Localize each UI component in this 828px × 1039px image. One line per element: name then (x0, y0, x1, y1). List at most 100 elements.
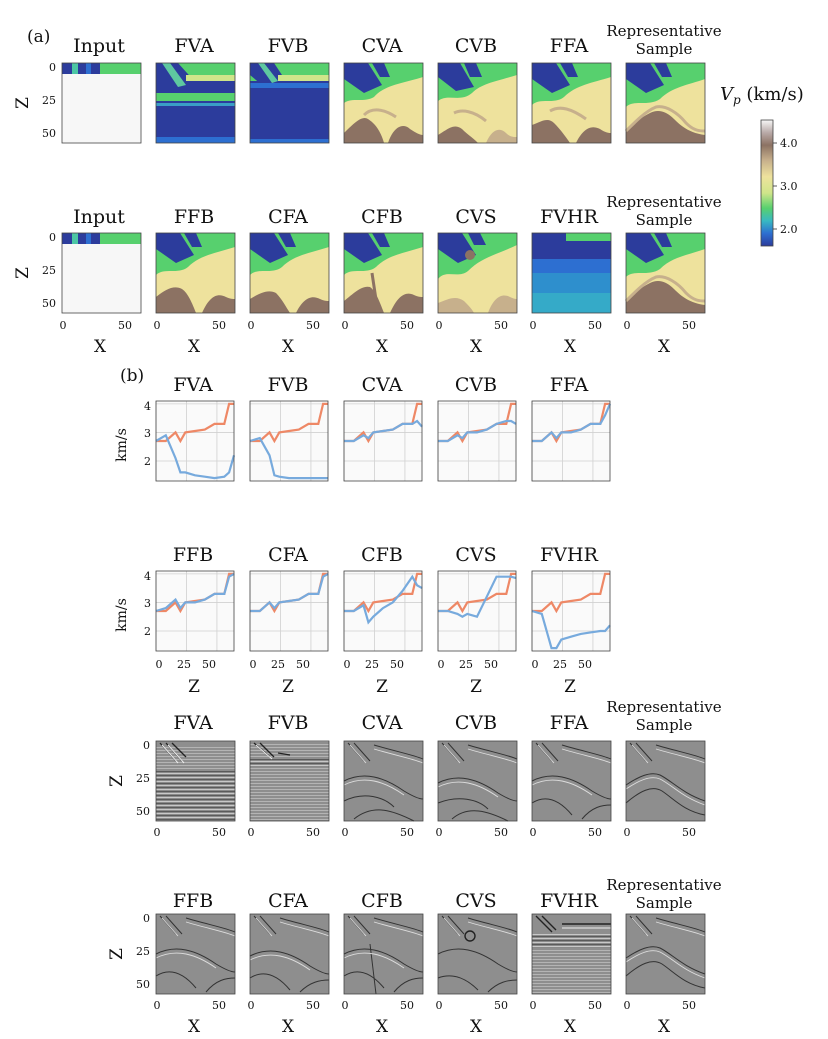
profile-plot-fvb (249, 400, 329, 482)
profile-plot-ffb (155, 570, 235, 652)
plot-background (532, 571, 610, 651)
velocity-map-cfa (249, 232, 330, 314)
series-line-cfa (250, 572, 329, 613)
x-tick: 0 (154, 319, 161, 332)
panel-title: FFB (173, 890, 213, 912)
x-tick: 0 (530, 826, 537, 839)
x-tick: 50 (484, 658, 498, 671)
title-line-2: Sample (636, 894, 693, 912)
x-axis-label: X (658, 337, 671, 357)
plot-frame (437, 570, 517, 652)
velocity-row-1-titles: Input FVA FVB CVA CVB FFA Representative… (73, 22, 722, 58)
panel-title: CVS (455, 544, 496, 566)
velocity-map-ffa (531, 62, 612, 144)
seismic-row-2 (155, 913, 706, 995)
plot-frame (249, 570, 329, 652)
x-tick: 50 (296, 658, 310, 671)
title-line-1: Representative (606, 698, 721, 716)
x-tick: 0 (344, 658, 351, 671)
plot-frame (437, 400, 517, 482)
velocity-row-2-axes: 0 25 50 Z 0 50 0 50 0 50 0 50 0 50 0 50 … (13, 231, 696, 357)
x-axis-label: X (564, 337, 577, 357)
velocity-map-input (61, 62, 142, 144)
x-axis-label: X (470, 1017, 483, 1037)
profile-plot-cvb (437, 400, 517, 482)
x-tick: 0 (342, 826, 349, 839)
x-axis-label: X (282, 337, 295, 357)
velocity-map-cvs (437, 232, 518, 314)
x-tick: 0 (438, 658, 445, 671)
velocity-map-ffb (155, 232, 236, 314)
x-tick: 50 (682, 826, 696, 839)
x-tick: 0 (154, 826, 161, 839)
panel-title: FVHR (540, 206, 598, 228)
seismic-image-ffb (155, 913, 236, 995)
x-axis-label: X (188, 337, 201, 357)
panel-title: CVB (455, 35, 497, 57)
plot-background (250, 571, 328, 651)
x-tick: 50 (306, 319, 320, 332)
x-tick: 0 (250, 658, 257, 671)
x-tick: 0 (342, 319, 349, 332)
panel-title: CFA (268, 544, 308, 566)
seismic-image-cvb (437, 740, 518, 822)
colorbar-title-subscript: p (733, 93, 741, 107)
x-tick: 50 (202, 658, 216, 671)
plot-frame (531, 570, 611, 652)
seismic-image-fvb (249, 740, 330, 822)
z-tick: 25 (42, 264, 56, 277)
velocity-map-fva (155, 62, 236, 144)
profile-x-ticks: 0 25 50 0 25 50 0 25 50 0 25 50 0 25 50 (156, 658, 593, 671)
y-tick: 4 (144, 400, 151, 413)
velocity-row-1 (61, 62, 706, 144)
plot-background (156, 571, 234, 651)
plot-frame (343, 400, 423, 482)
x-tick: 25 (271, 658, 285, 671)
colorbar-tick: 2.0 (780, 223, 798, 236)
series-line-fvb (249, 436, 328, 480)
panel-title: CVB (455, 712, 497, 734)
x-tick: 0 (530, 999, 537, 1012)
x-axis-label: X (658, 1017, 671, 1037)
x-axis-label: X (376, 337, 389, 357)
velocity-map-representative (624, 62, 706, 144)
velocity-map-fvb (249, 62, 330, 144)
title-line-2: Sample (636, 716, 693, 734)
profile-plot-ffa (531, 400, 612, 482)
profile-plot-fvhr (531, 570, 611, 652)
colorbar-tick: 4.0 (780, 137, 798, 150)
y-tick: 3 (144, 597, 151, 610)
seismic-image-ffa (531, 740, 612, 822)
panel-title: Input (73, 206, 125, 228)
z-tick: 0 (143, 912, 150, 925)
x-tick: 0 (436, 826, 443, 839)
x-tick: 50 (390, 658, 404, 671)
reference-line (438, 402, 516, 444)
panel-title: FVA (174, 35, 214, 57)
panel-title: FFA (550, 374, 589, 396)
reference-line (156, 402, 234, 444)
x-tick: 0 (624, 999, 631, 1012)
x-tick: 50 (588, 999, 602, 1012)
x-tick: 0 (60, 319, 67, 332)
y-tick: 2 (144, 625, 151, 638)
x-axis-label: Z (564, 677, 576, 697)
panel-title: CVA (362, 374, 403, 396)
x-tick: 50 (212, 319, 226, 332)
seismic-image-representative (625, 913, 706, 995)
panel-label-b: (b) (120, 366, 144, 386)
z-tick: 25 (42, 94, 56, 107)
plot-frame (531, 400, 611, 482)
panel-title: FFB (173, 544, 213, 566)
x-tick: 50 (588, 826, 602, 839)
x-tick: 0 (156, 658, 163, 671)
x-axis-label: X (564, 1017, 577, 1037)
x-tick: 0 (530, 319, 537, 332)
x-tick: 0 (342, 999, 349, 1012)
panel-title-representative: Representative Sample (606, 698, 721, 734)
y-tick: 4 (144, 570, 151, 583)
seismic-row-1-titles: FVA FVB CVA CVB FFA Representative Sample (173, 698, 721, 734)
reference-line (438, 572, 516, 614)
panel-title: FVHR (540, 544, 598, 566)
x-tick: 25 (365, 658, 379, 671)
